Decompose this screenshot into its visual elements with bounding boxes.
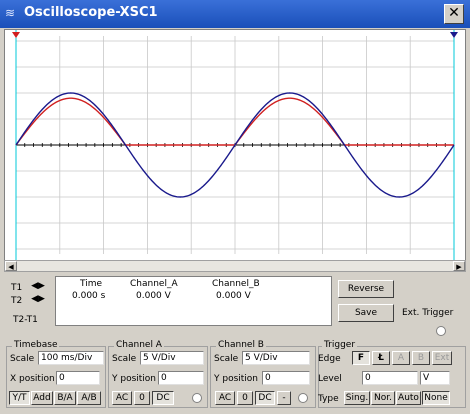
trigger-source-a-button[interactable]: A <box>392 351 410 365</box>
ext-trigger-terminal[interactable] <box>436 326 446 336</box>
readout-header-channel-a: Channel_A <box>130 279 178 289</box>
channel-b-ypos-label: Y position <box>214 374 259 384</box>
trigger-level-field[interactable]: 0 <box>362 371 418 385</box>
channel-a-terminal[interactable] <box>192 393 202 403</box>
t2-move-buttons[interactable]: ◀▶ <box>27 294 49 305</box>
channel-b-ground-button[interactable]: 0 <box>237 391 253 405</box>
t1-move-buttons[interactable]: ◀▶ <box>27 281 49 292</box>
mode-yt-button[interactable]: Y/T <box>9 391 30 405</box>
channel-b-dc-button[interactable]: DC <box>255 391 275 405</box>
trigger-level-label: Level <box>318 374 342 384</box>
trigger-type-label: Type <box>318 394 339 404</box>
timebase-xpos-field[interactable]: 0 <box>56 371 100 385</box>
save-button[interactable]: Save <box>338 304 394 322</box>
t2-label: T2 <box>11 296 23 306</box>
trigger-none-button[interactable]: None <box>422 391 450 405</box>
mode-ba-button[interactable]: B/A <box>54 391 76 405</box>
channel-a-ac-button[interactable]: AC <box>112 391 132 405</box>
close-button[interactable]: ✕ <box>444 4 464 24</box>
mode-ab-button[interactable]: A/B <box>77 391 101 405</box>
t1-left-arrow-icon[interactable]: ◀▶ <box>31 281 45 291</box>
t2-left-arrow-icon[interactable]: ◀▶ <box>31 294 45 304</box>
timebase-scale-field[interactable]: 100 ms/Div <box>38 351 104 365</box>
timebase-title: Timebase <box>12 340 60 350</box>
trigger-rising-edge-button[interactable]: F <box>352 351 370 365</box>
ext-trigger-label: Ext. Trigger <box>402 308 454 318</box>
cursor-readout: Time Channel_A Channel_B 0.000 s 0.000 V… <box>55 276 332 326</box>
trigger-group <box>318 346 466 408</box>
close-icon: ✕ <box>448 5 460 21</box>
trigger-source-b-button[interactable]: B <box>412 351 430 365</box>
channel-a-scale-field[interactable]: 5 V/Div <box>140 351 204 365</box>
scope-display <box>12 30 458 260</box>
channel-b-scale-label: Scale <box>214 354 239 364</box>
t2-t1-label: T2-T1 <box>13 315 38 325</box>
readout-header-time: Time <box>80 279 103 289</box>
channel-a-ypos-label: Y position <box>112 374 157 384</box>
channel-a-dc-button[interactable]: DC <box>152 391 174 405</box>
scroll-right-button[interactable]: ▶ <box>453 261 465 271</box>
cursor-controls: T1 ◀▶ T2 ◀▶ T2-T1 <box>8 276 54 326</box>
readout-time-value: 0.000 s <box>72 291 106 301</box>
readout-header-channel-b: Channel_B <box>212 279 260 289</box>
cursor-t2-marker <box>450 32 458 38</box>
channel-a-title: Channel A <box>114 340 164 350</box>
channel-b-minus-button[interactable]: - <box>277 391 291 405</box>
channel-a-scale-label: Scale <box>112 354 137 364</box>
trigger-auto-button[interactable]: Auto <box>396 391 421 405</box>
traces <box>15 92 455 198</box>
cursor-t1-marker <box>12 32 20 38</box>
scroll-left-button[interactable]: ◀ <box>5 261 17 271</box>
timebase-xpos-label: X position <box>10 374 55 384</box>
trace-channel_b <box>15 92 455 198</box>
channel-b-scale-field[interactable]: 5 V/Div <box>242 351 310 365</box>
channel-b-ypos-field[interactable]: 0 <box>262 371 310 385</box>
trigger-edge-label: Edge <box>318 354 341 364</box>
channel-a-ground-button[interactable]: 0 <box>134 391 150 405</box>
channel-b-terminal[interactable] <box>298 393 308 403</box>
window-title: Oscilloscope-XSC1 <box>24 5 158 20</box>
trigger-falling-edge-button[interactable]: Ł <box>372 351 390 365</box>
t1-label: T1 <box>11 283 23 293</box>
mode-add-button[interactable]: Add <box>31 391 53 405</box>
trigger-normal-button[interactable]: Nor. <box>371 391 395 405</box>
trigger-level-unit-field[interactable]: V <box>420 371 450 385</box>
trigger-source-ext-button[interactable]: Ext <box>432 351 452 365</box>
trigger-title: Trigger <box>322 340 358 350</box>
horizontal-scrollbar[interactable]: ◀ ▶ <box>4 260 466 272</box>
channel-a-ypos-field[interactable]: 0 <box>158 371 204 385</box>
channel-b-ac-button[interactable]: AC <box>215 391 235 405</box>
reverse-button[interactable]: Reverse <box>338 280 394 298</box>
title-bar[interactable] <box>0 0 470 28</box>
oscilloscope-icon: ≋ <box>5 6 16 20</box>
timebase-scale-label: Scale <box>10 354 35 364</box>
channel-b-title: Channel B <box>216 340 266 350</box>
readout-channel-a-value: 0.000 V <box>136 291 171 301</box>
trigger-single-button[interactable]: Sing. <box>344 391 370 405</box>
readout-channel-b-value: 0.000 V <box>216 291 251 301</box>
